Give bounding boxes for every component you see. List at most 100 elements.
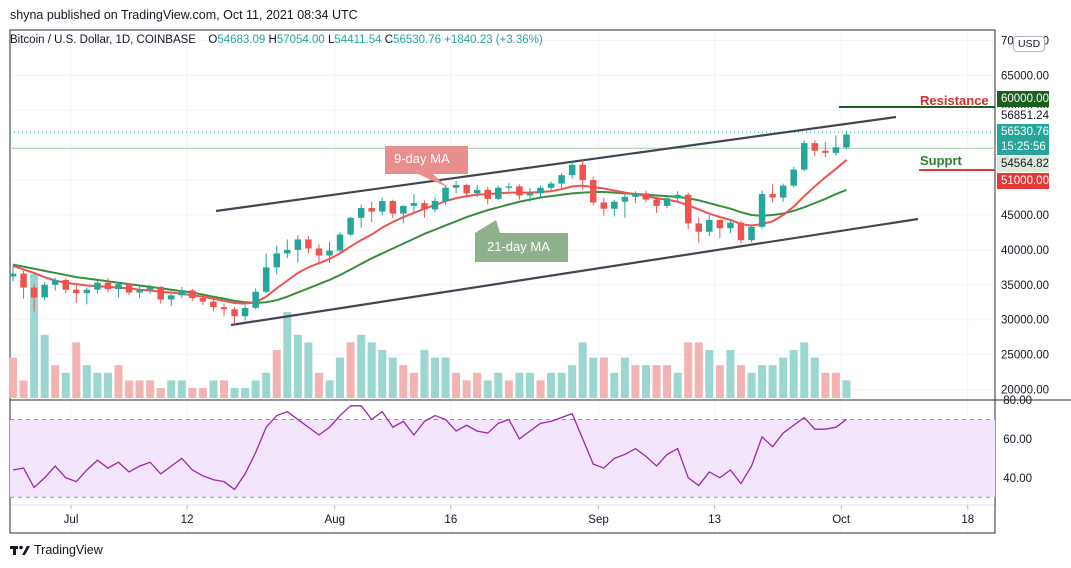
volume-bar [19,380,28,398]
candle-body [779,185,787,198]
volume-bar [547,372,556,398]
candle-body [305,239,312,249]
volume-bar [146,380,155,398]
candle-body [210,301,217,308]
candle-body [642,193,650,200]
candle-body [653,199,660,206]
time-tick-label: 16 [444,514,457,526]
candle-body [484,189,491,199]
volume-bar [610,372,619,398]
volume-bar [220,380,228,398]
volume-bar [515,372,524,398]
volume-bar [325,380,334,398]
candle-body [832,147,840,153]
high-label: H [268,34,277,46]
candle-body [62,279,69,290]
volume-bar [72,342,81,398]
volume-bar [262,372,271,398]
volume-bar [230,388,239,398]
candle-body [568,164,576,176]
candle-body [336,234,344,251]
volume-bar [726,350,735,398]
candle-body [199,298,207,302]
volume-bar [336,357,345,398]
low-value: 54411.54 [334,34,382,46]
currency-button[interactable]: USD [1013,36,1046,52]
volume-bar [93,372,102,398]
volume-bar [357,334,366,398]
volume-bar [462,380,471,398]
volume-bar [304,342,313,398]
symbol-info: Bitcoin / U.S. Dollar, 1D, COINBASE O546… [10,34,543,46]
candle-body [727,222,734,229]
resistance-label: Resistance [920,93,989,108]
candle-body [157,286,164,300]
volume-bar [82,365,91,398]
volume-bar [842,380,851,398]
volume-bar [525,372,534,398]
candle-body [590,180,597,203]
candle-body [284,249,291,254]
candle-body [526,193,534,196]
rsi-tick-label: 40.00 [1003,473,1032,485]
volume-bar [504,380,513,398]
candle-body [357,208,365,218]
ma21-callout-box [475,220,568,262]
candle-body [769,194,776,198]
candle-body [389,201,397,214]
low-label: L [328,34,335,46]
volume-bar [188,388,197,398]
candle-body [30,287,38,298]
rsi-line [12,405,847,491]
volume-bar [378,350,387,398]
time-tick-label: Oct [832,514,851,526]
candle-body [294,239,302,250]
change-value: +1840.23 (+3.36%) [444,34,543,46]
candle-body [632,193,639,197]
candle-body [168,295,175,300]
candle-body [621,196,629,202]
channel-upper-line [215,115,897,213]
volume-bar [758,365,767,398]
candle-body [811,143,819,151]
time-tick-label: Sep [588,514,608,526]
ma21-label: 21-day MA [487,239,550,254]
volume-bar [694,342,703,398]
brand-name[interactable]: TradingView [34,543,103,557]
volume-bar [431,357,439,398]
volume-bar [821,372,830,398]
rsi-band-fill [10,419,995,498]
volume-bar [441,357,450,398]
close-label: C [384,34,394,46]
lower-price-tag: 54564.82 [997,156,1049,172]
volume-bar [167,380,176,398]
candle-body [73,289,80,294]
candle-body [537,187,544,194]
volume-bar [114,365,123,398]
volume-bar [494,372,503,398]
volume-bar [620,357,629,398]
volume-bar [251,380,260,398]
rsi-tick-label: 80.00 [1003,395,1032,407]
volume-bar [768,365,777,398]
volume-bar [314,372,323,398]
symbol-name[interactable]: Bitcoin / U.S. Dollar, 1D, COINBASE [10,34,196,46]
candle-body [473,189,481,194]
candle-body [315,248,323,256]
support-price-tag: 51000.00 [997,173,1049,189]
volume-bar [103,372,112,398]
candle-body [442,187,449,202]
volume-bar [346,342,355,398]
price-tick-label: 25000.00 [1001,350,1049,362]
candle-body [400,205,407,214]
volume-bar [388,357,397,398]
candle-body [262,267,270,292]
volume-bar [283,312,292,398]
high-value: 57054.00 [276,34,325,46]
volume-bar [631,365,640,398]
candle-body [801,143,808,170]
volume-bar [293,334,302,398]
volume-bar [568,365,577,398]
volume-bar [673,372,682,398]
volume-bar [473,372,482,398]
